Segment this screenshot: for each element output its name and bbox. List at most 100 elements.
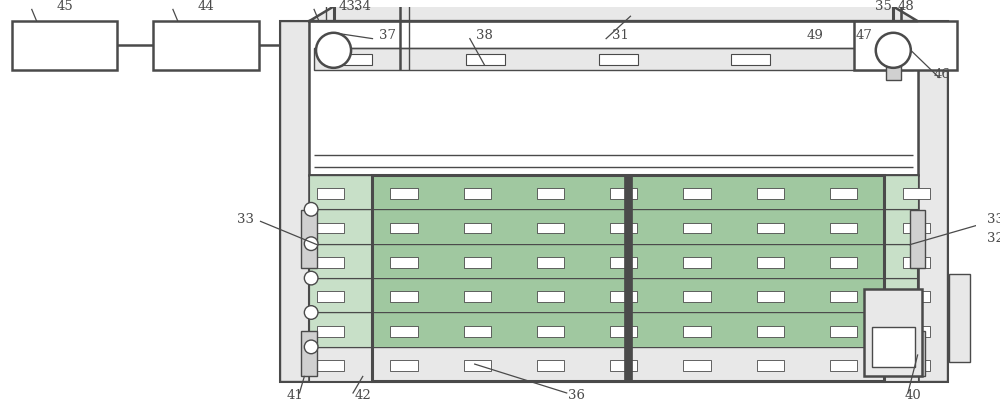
- Bar: [372, 175, 884, 381]
- Text: 43: 43: [339, 0, 356, 13]
- Bar: [903, 257, 930, 268]
- Circle shape: [304, 271, 318, 285]
- Bar: [317, 360, 344, 371]
- Bar: [464, 222, 491, 233]
- Bar: [309, 244, 918, 278]
- Bar: [757, 326, 784, 337]
- Text: 34: 34: [354, 0, 371, 13]
- Circle shape: [316, 33, 351, 68]
- Bar: [624, 175, 632, 381]
- Bar: [537, 188, 564, 199]
- Bar: [683, 222, 711, 233]
- Bar: [464, 188, 491, 199]
- Bar: [757, 257, 784, 268]
- Bar: [464, 326, 491, 337]
- Bar: [683, 291, 711, 302]
- Bar: [757, 291, 784, 302]
- Text: 33: 33: [237, 213, 254, 226]
- Text: 49: 49: [807, 29, 824, 42]
- Circle shape: [304, 202, 318, 216]
- Bar: [372, 312, 884, 347]
- Bar: [466, 54, 505, 65]
- Bar: [314, 48, 913, 70]
- Bar: [372, 244, 884, 278]
- Bar: [903, 291, 930, 302]
- Bar: [12, 21, 117, 70]
- Bar: [537, 291, 564, 302]
- Bar: [390, 257, 418, 268]
- Bar: [317, 257, 344, 268]
- Bar: [295, 21, 400, 70]
- Bar: [683, 188, 711, 199]
- Bar: [464, 257, 491, 268]
- Bar: [683, 257, 711, 268]
- Bar: [910, 331, 925, 376]
- Bar: [610, 326, 637, 337]
- Bar: [464, 360, 491, 371]
- Circle shape: [876, 33, 911, 68]
- Text: 36: 36: [568, 389, 585, 402]
- Bar: [610, 360, 637, 371]
- Text: 40: 40: [904, 389, 921, 402]
- Text: 37: 37: [379, 29, 396, 42]
- Circle shape: [304, 237, 318, 251]
- Text: 42: 42: [354, 389, 371, 402]
- Bar: [903, 222, 930, 233]
- Text: 44: 44: [198, 0, 214, 13]
- Bar: [301, 331, 317, 376]
- Bar: [309, 21, 918, 175]
- Bar: [301, 210, 317, 268]
- Polygon shape: [309, 4, 918, 21]
- Bar: [886, 66, 901, 79]
- Bar: [854, 21, 957, 70]
- Text: 32: 32: [987, 233, 1000, 245]
- Bar: [683, 326, 711, 337]
- Bar: [599, 54, 638, 65]
- Bar: [309, 278, 918, 312]
- Bar: [903, 360, 930, 371]
- Text: 45: 45: [56, 0, 73, 13]
- Text: 48: 48: [897, 0, 914, 13]
- Bar: [830, 326, 857, 337]
- Bar: [949, 274, 970, 362]
- Bar: [903, 326, 930, 337]
- Bar: [610, 257, 637, 268]
- Bar: [280, 21, 309, 381]
- Bar: [317, 222, 344, 233]
- Text: 35: 35: [875, 0, 892, 13]
- Bar: [317, 326, 344, 337]
- Bar: [390, 326, 418, 337]
- Bar: [309, 312, 918, 347]
- Text: 41: 41: [286, 389, 303, 402]
- Text: 47: 47: [856, 29, 873, 42]
- Bar: [757, 222, 784, 233]
- Bar: [610, 291, 637, 302]
- Text: 46: 46: [934, 68, 950, 81]
- Bar: [830, 222, 857, 233]
- Bar: [537, 360, 564, 371]
- Text: 38: 38: [476, 29, 493, 42]
- Circle shape: [304, 340, 318, 354]
- Bar: [334, 54, 372, 65]
- Bar: [610, 188, 637, 199]
- Bar: [309, 347, 918, 381]
- Text: 33: 33: [987, 213, 1000, 226]
- Bar: [872, 327, 915, 367]
- Bar: [390, 291, 418, 302]
- Bar: [610, 222, 637, 233]
- Bar: [683, 360, 711, 371]
- Bar: [537, 326, 564, 337]
- Bar: [280, 21, 947, 381]
- Bar: [372, 175, 884, 209]
- Bar: [757, 360, 784, 371]
- Bar: [317, 188, 344, 199]
- Bar: [309, 175, 918, 381]
- Bar: [153, 21, 259, 70]
- Bar: [864, 289, 922, 376]
- Text: 31: 31: [612, 29, 629, 42]
- Bar: [372, 347, 884, 381]
- Bar: [372, 209, 884, 244]
- Bar: [830, 188, 857, 199]
- Bar: [757, 188, 784, 199]
- Bar: [537, 222, 564, 233]
